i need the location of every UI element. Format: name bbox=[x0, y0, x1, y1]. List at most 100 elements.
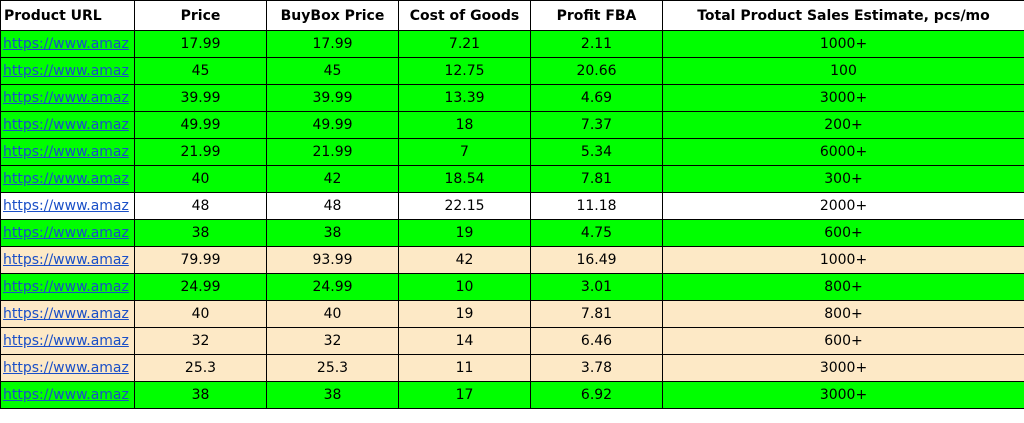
cell-price[interactable]: 38 bbox=[134, 219, 267, 247]
column-header-total-sales-estimate[interactable]: Total Product Sales Estimate, pcs/mo bbox=[662, 0, 1024, 31]
cell-cost-of-goods[interactable]: 7.21 bbox=[398, 30, 531, 58]
cell-profit-fba[interactable]: 6.92 bbox=[530, 381, 663, 409]
product-url-link[interactable]: https://www.amaz bbox=[3, 36, 129, 52]
product-url-link[interactable]: https://www.amaz bbox=[3, 171, 129, 187]
cell-profit-fba[interactable]: 20.66 bbox=[530, 57, 663, 85]
cell-profit-fba[interactable]: 3.78 bbox=[530, 354, 663, 382]
cell-cost-of-goods[interactable]: 7 bbox=[398, 138, 531, 166]
cell-buybox-price[interactable]: 49.99 bbox=[266, 111, 399, 139]
cell-total-sales-estimate[interactable]: 600+ bbox=[662, 219, 1024, 247]
cell-profit-fba[interactable]: 4.75 bbox=[530, 219, 663, 247]
cell-buybox-price[interactable]: 40 bbox=[266, 300, 399, 328]
product-url-link[interactable]: https://www.amaz bbox=[3, 306, 129, 322]
cell-total-sales-estimate[interactable]: 6000+ bbox=[662, 138, 1024, 166]
product-url-link[interactable]: https://www.amaz bbox=[3, 333, 129, 349]
cell-profit-fba[interactable]: 4.69 bbox=[530, 84, 663, 112]
cell-profit-fba[interactable]: 3.01 bbox=[530, 273, 663, 301]
cell-total-sales-estimate[interactable]: 3000+ bbox=[662, 381, 1024, 409]
cell-cost-of-goods[interactable]: 14 bbox=[398, 327, 531, 355]
cell-product-url[interactable]: https://www.amaz bbox=[0, 30, 135, 58]
cell-product-url[interactable]: https://www.amaz bbox=[0, 327, 135, 355]
cell-product-url[interactable]: https://www.amaz bbox=[0, 381, 135, 409]
cell-cost-of-goods[interactable]: 19 bbox=[398, 300, 531, 328]
cell-price[interactable]: 21.99 bbox=[134, 138, 267, 166]
cell-product-url[interactable]: https://www.amaz bbox=[0, 111, 135, 139]
cell-total-sales-estimate[interactable]: 300+ bbox=[662, 165, 1024, 193]
cell-buybox-price[interactable]: 38 bbox=[266, 219, 399, 247]
cell-product-url[interactable]: https://www.amaz bbox=[0, 57, 135, 85]
cell-buybox-price[interactable]: 17.99 bbox=[266, 30, 399, 58]
cell-product-url[interactable]: https://www.amaz bbox=[0, 219, 135, 247]
cell-total-sales-estimate[interactable]: 3000+ bbox=[662, 84, 1024, 112]
cell-profit-fba[interactable]: 2.11 bbox=[530, 30, 663, 58]
cell-product-url[interactable]: https://www.amaz bbox=[0, 354, 135, 382]
cell-profit-fba[interactable]: 6.46 bbox=[530, 327, 663, 355]
cell-price[interactable]: 17.99 bbox=[134, 30, 267, 58]
cell-buybox-price[interactable]: 48 bbox=[266, 192, 399, 220]
product-url-link[interactable]: https://www.amaz bbox=[3, 90, 129, 106]
cell-profit-fba[interactable]: 11.18 bbox=[530, 192, 663, 220]
cell-product-url[interactable]: https://www.amaz bbox=[0, 300, 135, 328]
cell-cost-of-goods[interactable]: 18 bbox=[398, 111, 531, 139]
cell-cost-of-goods[interactable]: 19 bbox=[398, 219, 531, 247]
product-url-link[interactable]: https://www.amaz bbox=[3, 225, 129, 241]
cell-cost-of-goods[interactable]: 12.75 bbox=[398, 57, 531, 85]
cell-buybox-price[interactable]: 25.3 bbox=[266, 354, 399, 382]
column-header-cost-of-goods[interactable]: Cost of Goods bbox=[398, 0, 531, 31]
product-url-link[interactable]: https://www.amaz bbox=[3, 117, 129, 133]
cell-price[interactable]: 49.99 bbox=[134, 111, 267, 139]
cell-buybox-price[interactable]: 93.99 bbox=[266, 246, 399, 274]
cell-profit-fba[interactable]: 7.81 bbox=[530, 300, 663, 328]
product-url-link[interactable]: https://www.amaz bbox=[3, 144, 129, 160]
cell-product-url[interactable]: https://www.amaz bbox=[0, 138, 135, 166]
cell-cost-of-goods[interactable]: 11 bbox=[398, 354, 531, 382]
cell-cost-of-goods[interactable]: 17 bbox=[398, 381, 531, 409]
product-url-link[interactable]: https://www.amaz bbox=[3, 279, 129, 295]
cell-price[interactable]: 40 bbox=[134, 165, 267, 193]
product-url-link[interactable]: https://www.amaz bbox=[3, 252, 129, 268]
cell-cost-of-goods[interactable]: 18.54 bbox=[398, 165, 531, 193]
cell-total-sales-estimate[interactable]: 600+ bbox=[662, 327, 1024, 355]
cell-total-sales-estimate[interactable]: 100 bbox=[662, 57, 1024, 85]
cell-product-url[interactable]: https://www.amaz bbox=[0, 165, 135, 193]
product-url-link[interactable]: https://www.amaz bbox=[3, 387, 129, 403]
cell-total-sales-estimate[interactable]: 1000+ bbox=[662, 246, 1024, 274]
cell-total-sales-estimate[interactable]: 800+ bbox=[662, 300, 1024, 328]
cell-profit-fba[interactable]: 7.37 bbox=[530, 111, 663, 139]
cell-price[interactable]: 79.99 bbox=[134, 246, 267, 274]
cell-price[interactable]: 40 bbox=[134, 300, 267, 328]
cell-profit-fba[interactable]: 16.49 bbox=[530, 246, 663, 274]
cell-buybox-price[interactable]: 45 bbox=[266, 57, 399, 85]
cell-price[interactable]: 25.3 bbox=[134, 354, 267, 382]
cell-product-url[interactable]: https://www.amaz bbox=[0, 84, 135, 112]
cell-buybox-price[interactable]: 32 bbox=[266, 327, 399, 355]
cell-price[interactable]: 32 bbox=[134, 327, 267, 355]
cell-cost-of-goods[interactable]: 22.15 bbox=[398, 192, 531, 220]
cell-price[interactable]: 24.99 bbox=[134, 273, 267, 301]
cell-total-sales-estimate[interactable]: 800+ bbox=[662, 273, 1024, 301]
cell-buybox-price[interactable]: 39.99 bbox=[266, 84, 399, 112]
cell-cost-of-goods[interactable]: 13.39 bbox=[398, 84, 531, 112]
cell-price[interactable]: 48 bbox=[134, 192, 267, 220]
cell-total-sales-estimate[interactable]: 200+ bbox=[662, 111, 1024, 139]
cell-total-sales-estimate[interactable]: 1000+ bbox=[662, 30, 1024, 58]
cell-price[interactable]: 38 bbox=[134, 381, 267, 409]
cell-profit-fba[interactable]: 7.81 bbox=[530, 165, 663, 193]
cell-product-url[interactable]: https://www.amaz bbox=[0, 273, 135, 301]
cell-profit-fba[interactable]: 5.34 bbox=[530, 138, 663, 166]
cell-cost-of-goods[interactable]: 42 bbox=[398, 246, 531, 274]
product-url-link[interactable]: https://www.amaz bbox=[3, 360, 129, 376]
cell-total-sales-estimate[interactable]: 2000+ bbox=[662, 192, 1024, 220]
column-header-buybox-price[interactable]: BuyBox Price bbox=[266, 0, 399, 31]
cell-buybox-price[interactable]: 24.99 bbox=[266, 273, 399, 301]
cell-price[interactable]: 45 bbox=[134, 57, 267, 85]
product-url-link[interactable]: https://www.amaz bbox=[3, 198, 129, 214]
cell-price[interactable]: 39.99 bbox=[134, 84, 267, 112]
cell-buybox-price[interactable]: 38 bbox=[266, 381, 399, 409]
column-header-product-url[interactable]: Product URL bbox=[0, 0, 135, 31]
cell-cost-of-goods[interactable]: 10 bbox=[398, 273, 531, 301]
cell-buybox-price[interactable]: 42 bbox=[266, 165, 399, 193]
product-url-link[interactable]: https://www.amaz bbox=[3, 63, 129, 79]
column-header-profit-fba[interactable]: Profit FBA bbox=[530, 0, 663, 31]
cell-total-sales-estimate[interactable]: 3000+ bbox=[662, 354, 1024, 382]
